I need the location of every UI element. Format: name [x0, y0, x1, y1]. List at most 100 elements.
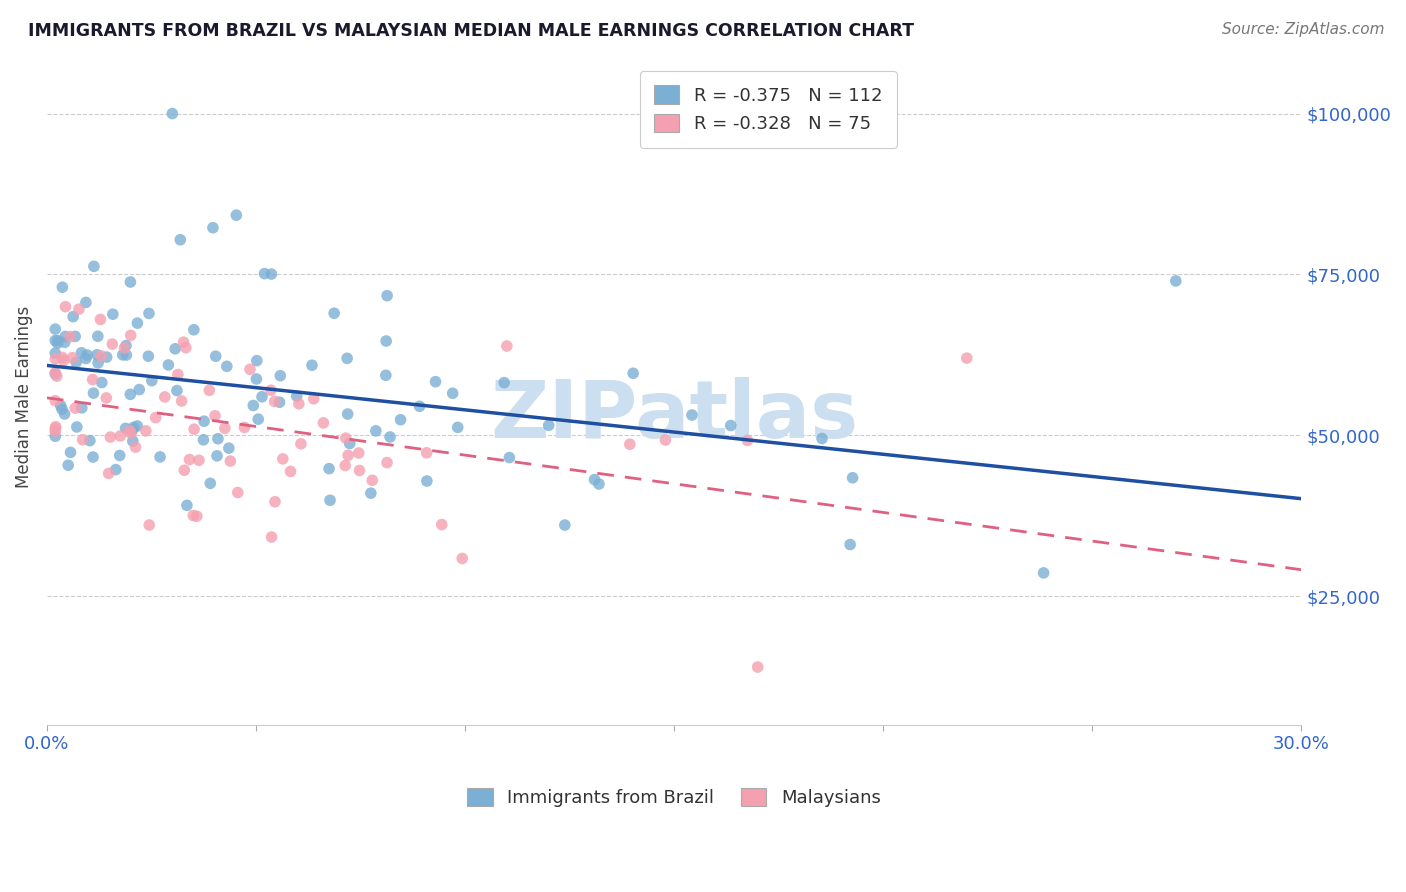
Point [46, 334, 69, 348]
Point [336, 351, 359, 366]
Point [263, 394, 285, 409]
Point [269, 395, 291, 409]
Point [264, 494, 287, 508]
Point [337, 448, 360, 462]
Point [207, 432, 229, 446]
Point [193, 414, 215, 428]
Point [59, 445, 82, 459]
Point [122, 420, 145, 434]
Point [46, 336, 69, 351]
Point [226, 485, 249, 500]
Point [173, 335, 195, 350]
Point [114, 421, 136, 435]
Point [173, 463, 195, 477]
Point [176, 499, 198, 513]
Point [52, 353, 75, 368]
Point [737, 434, 759, 448]
Point [141, 374, 163, 388]
Point [225, 208, 247, 222]
Point [389, 413, 412, 427]
Point [253, 267, 276, 281]
Point [1032, 566, 1054, 580]
Point [62, 351, 84, 365]
Point [841, 471, 863, 485]
Point [654, 433, 676, 447]
Point [271, 451, 294, 466]
Point [169, 233, 191, 247]
Text: Source: ZipAtlas.com: Source: ZipAtlas.com [1222, 22, 1385, 37]
Point [128, 383, 150, 397]
Point [44, 425, 66, 439]
Text: IMMIGRANTS FROM BRAZIL VS MALAYSIAN MEDIAN MALE EARNINGS CORRELATION CHART: IMMIGRANTS FROM BRAZIL VS MALAYSIAN MEDI… [28, 22, 914, 40]
Point [162, 106, 184, 120]
Point [44, 429, 66, 443]
Point [167, 368, 190, 382]
Point [127, 419, 149, 434]
Point [115, 348, 138, 362]
Point [44, 334, 66, 348]
Point [138, 349, 160, 363]
Point [204, 409, 226, 423]
Point [408, 399, 430, 413]
Point [127, 316, 149, 330]
Point [233, 420, 256, 434]
Point [430, 517, 453, 532]
Point [51, 280, 73, 294]
Point [588, 477, 610, 491]
Point [347, 446, 370, 460]
Point [302, 392, 325, 406]
Point [336, 407, 359, 421]
Point [59, 329, 82, 343]
Point [120, 328, 142, 343]
Point [82, 386, 104, 401]
Point [288, 397, 311, 411]
Point [83, 260, 105, 274]
Point [67, 302, 90, 317]
Point [70, 345, 93, 359]
Point [170, 394, 193, 409]
Point [72, 433, 94, 447]
Point [361, 473, 384, 487]
Point [811, 432, 834, 446]
Point [250, 390, 273, 404]
Point [218, 441, 240, 455]
Point [70, 401, 93, 415]
Point [301, 358, 323, 372]
Point [364, 424, 387, 438]
Point [75, 295, 97, 310]
Point [51, 402, 73, 417]
Point [101, 307, 124, 321]
Point [335, 431, 357, 445]
Point [198, 384, 221, 398]
Point [339, 436, 361, 450]
Point [247, 412, 270, 426]
Point [290, 437, 312, 451]
Point [44, 367, 66, 381]
Point [215, 359, 238, 374]
Point [96, 391, 118, 405]
Point [87, 329, 110, 343]
Point [260, 384, 283, 398]
Point [120, 426, 142, 441]
Point [65, 355, 87, 369]
Point [312, 416, 335, 430]
Point [87, 356, 110, 370]
Point [66, 420, 89, 434]
Point [49, 399, 72, 413]
Point [441, 386, 464, 401]
Point [583, 473, 606, 487]
Point [554, 518, 576, 533]
Point [374, 368, 396, 383]
Point [246, 353, 269, 368]
Point [90, 349, 112, 363]
Point [260, 530, 283, 544]
Point [201, 220, 224, 235]
Point [239, 362, 262, 376]
Point [104, 462, 127, 476]
Point [285, 389, 308, 403]
Point [120, 275, 142, 289]
Point [120, 387, 142, 401]
Point [269, 368, 291, 383]
Point [82, 450, 104, 464]
Point [537, 418, 560, 433]
